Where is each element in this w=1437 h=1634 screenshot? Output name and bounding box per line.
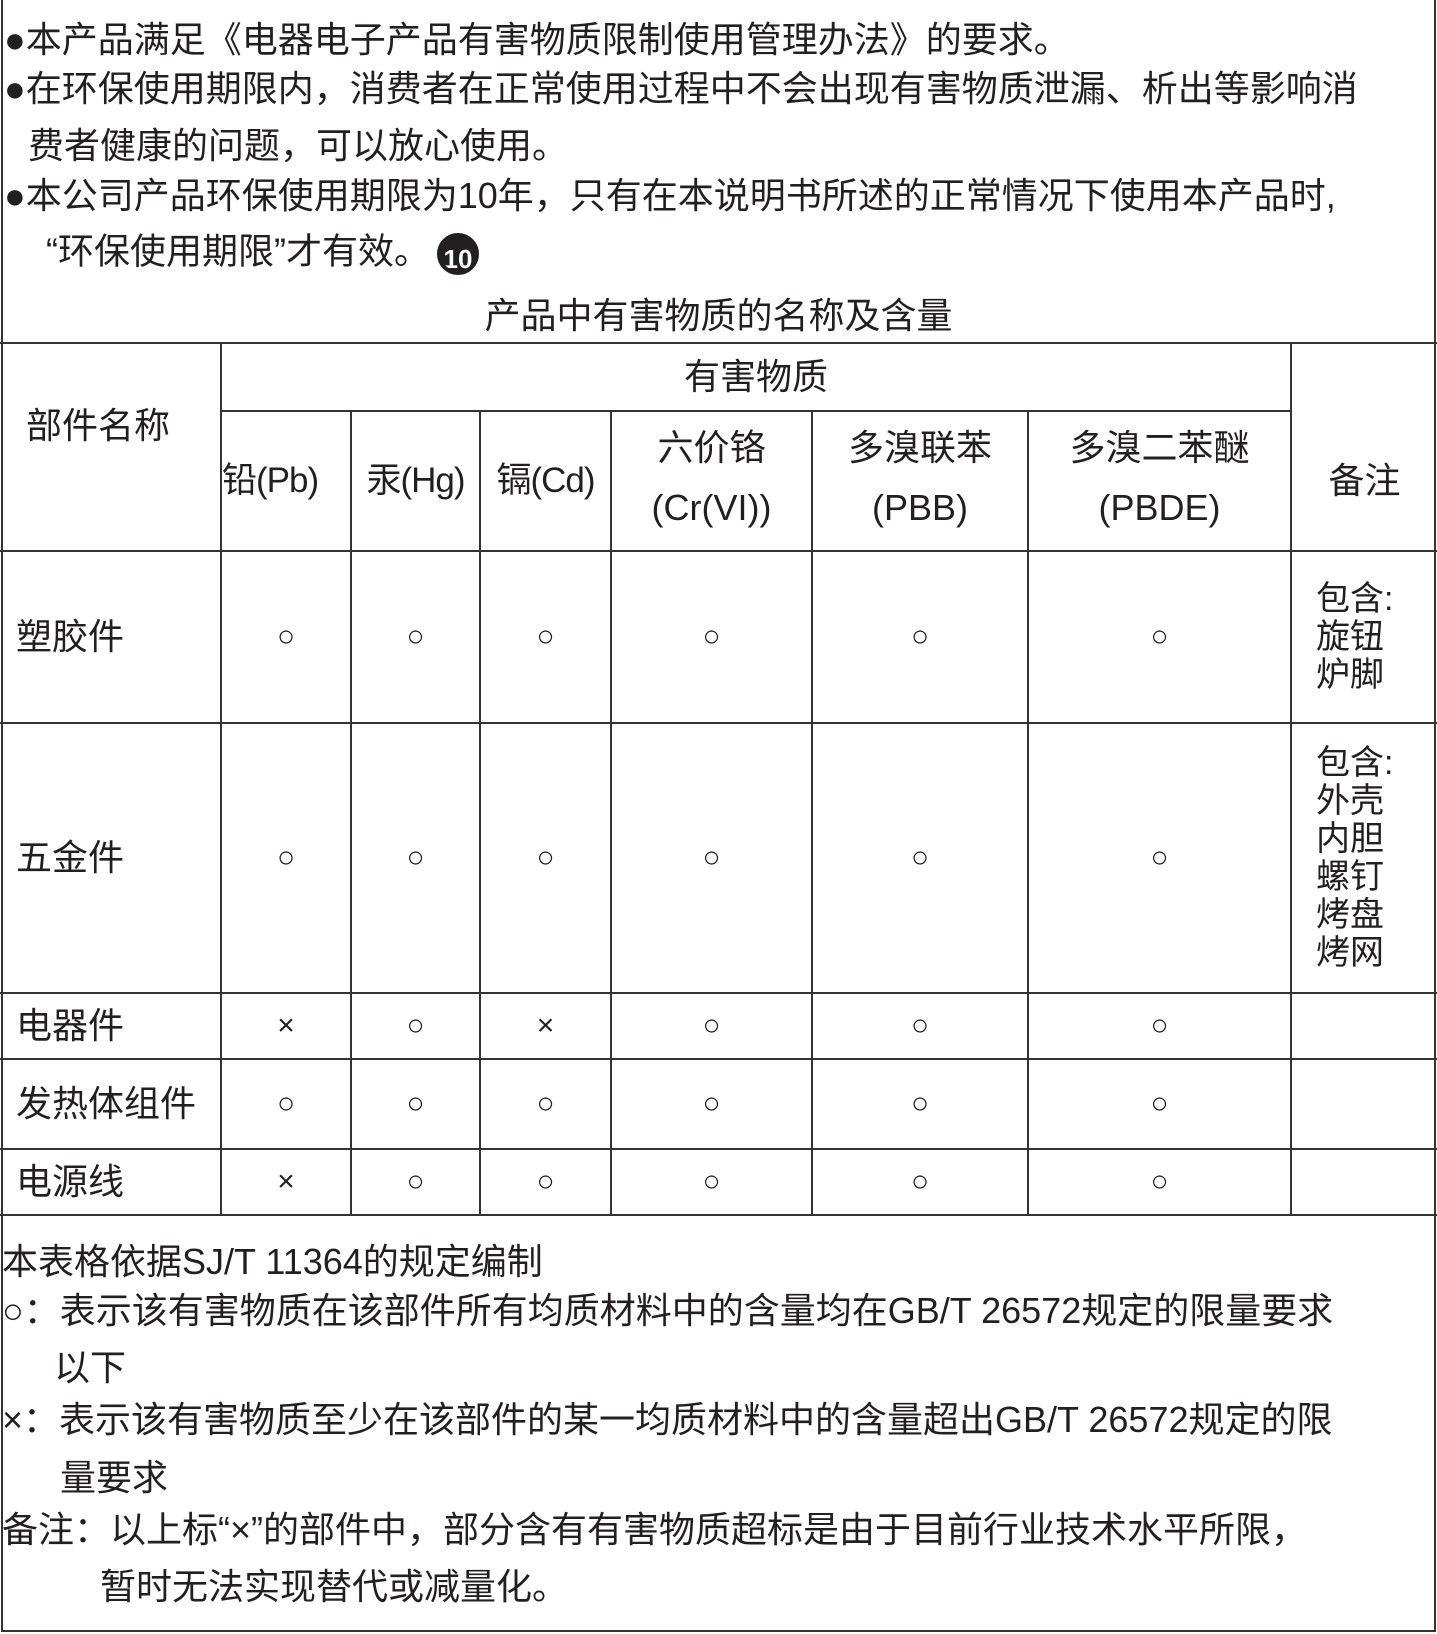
- note-line: 包含:: [1316, 744, 1394, 782]
- note-cell: 包含: 旋钮 炉脚: [1290, 550, 1437, 724]
- intro-line-2b: 费者健康的问题，可以放心使用。: [28, 125, 569, 166]
- note-line: 旋钮: [1316, 618, 1385, 656]
- compliant-mark: ○: [811, 1148, 1029, 1216]
- note-line: 烤网: [1316, 934, 1385, 972]
- intro-line-3b-wrap: “环保使用期限”才有效。 10: [46, 228, 484, 280]
- table-row: 发热体组件 ○ ○ ○ ○ ○ ○: [0, 1058, 1437, 1150]
- substance-symbol: (PBB): [871, 487, 968, 528]
- footer-line-3b: 量要求: [60, 1457, 169, 1498]
- note-line: 螺钉: [1316, 858, 1385, 896]
- substance-symbol: (PBDE): [1098, 487, 1221, 528]
- table-row: 五金件 ○ ○ ○ ○ ○ ○ 包含: 外壳 内胆 螺钉 烤盘 烤网: [0, 722, 1437, 994]
- part-name: 发热体组件: [0, 1058, 222, 1150]
- part-name: 塑胶件: [0, 550, 222, 724]
- intro-line-3b: “环保使用期限”才有效。: [46, 230, 430, 272]
- note-cell: [1290, 1058, 1437, 1150]
- substance-header: 多溴二苯醚 (PBDE): [1026, 410, 1292, 552]
- compliant-mark: ○: [811, 1058, 1029, 1150]
- note-header: 备注: [1290, 342, 1437, 552]
- substance-name: 六价铬: [657, 427, 766, 468]
- compliant-mark: ○: [1026, 1058, 1293, 1150]
- substance-header: 多溴联苯 (PBB): [811, 410, 1029, 552]
- table-row: 电源线 × ○ ○ ○ ○ ○: [0, 1148, 1437, 1216]
- note-cell: 包含: 外壳 内胆 螺钉 烤盘 烤网: [1290, 722, 1437, 994]
- compliant-mark: ○: [350, 722, 481, 994]
- compliant-mark: ○: [811, 722, 1029, 994]
- part-name: 电源线: [0, 1148, 222, 1216]
- compliant-mark: ○: [350, 1148, 481, 1216]
- exceeds-mark: ×: [220, 1148, 352, 1216]
- eco-period-10-icon: 10: [431, 228, 484, 280]
- substance-header: 六价铬 (Cr(VI)): [610, 410, 813, 552]
- compliant-mark: ○: [811, 550, 1029, 724]
- substance-name: 汞(Hg): [366, 461, 465, 500]
- table-row: 塑胶件 ○ ○ ○ ○ ○ ○ 包含: 旋钮 炉脚: [0, 550, 1437, 724]
- footer-line-2a: ○：表示该有害物质在该部件所有均质材料中的含量均在GB/T 26572规定的限量…: [2, 1290, 1334, 1331]
- part-name: 五金件: [0, 722, 222, 994]
- substance-header: 铅(Pb): [221, 410, 352, 552]
- compliant-mark: ○: [350, 992, 481, 1060]
- exceeds-mark: ×: [220, 992, 352, 1060]
- compliant-mark: ○: [811, 992, 1029, 1060]
- hazardous-substance-table: 部件名称 有害物质 备注 铅(Pb) 汞(Hg) 镉(Cd) 六价铬 (Cr(VI)) 多…: [0, 342, 1437, 1216]
- intro-line-2a: ●在环保使用期限内，消费者在正常使用过程中不会出现有害物质泄漏、析出等影响消: [4, 68, 1358, 109]
- compliant-mark: ○: [1026, 1148, 1293, 1216]
- footer-line-4a: 备注：以上标“×”的部件中，部分含有有害物质超标是由于目前行业技术水平所限，: [2, 1509, 1308, 1550]
- compliant-mark: ○: [479, 550, 612, 724]
- footer-line-3a: ×：表示该有害物质至少在该部件的某一均质材料中的含量超出GB/T 26572规定…: [2, 1399, 1333, 1440]
- compliant-mark: ○: [1026, 992, 1293, 1060]
- compliant-mark: ○: [610, 1148, 813, 1216]
- part-name-header: 部件名称: [0, 342, 222, 552]
- note-line: 内胆: [1316, 820, 1385, 858]
- intro-line-3a: ●本公司产品环保使用期限为10年，只有在本说明书所述的正常情况下使用本产品时,: [4, 175, 1336, 216]
- note-cell: [1290, 1148, 1437, 1216]
- compliant-mark: ○: [1026, 550, 1293, 724]
- note-line: 包含:: [1316, 580, 1394, 618]
- note-line: 外壳: [1316, 782, 1385, 820]
- note-cell: [1290, 992, 1437, 1060]
- compliant-mark: ○: [479, 722, 612, 994]
- note-line: 炉脚: [1316, 656, 1385, 694]
- intro-line-1: ●本产品满足《电器电子产品有害物质限制使用管理办法》的要求。: [4, 19, 1070, 60]
- exceeds-mark: ×: [479, 992, 612, 1060]
- compliant-mark: ○: [1026, 722, 1293, 994]
- compliant-mark: ○: [350, 1058, 481, 1150]
- compliant-mark: ○: [479, 1148, 612, 1216]
- compliant-mark: ○: [220, 722, 352, 994]
- substance-name: 铅(Pb): [222, 461, 319, 500]
- footer-line-1: 本表格依据SJ/T 11364的规定编制: [2, 1241, 543, 1282]
- footer-line-4b: 暂时无法实现替代或减量化。: [100, 1566, 569, 1607]
- table-title: 产品中有害物质的名称及含量: [484, 295, 953, 336]
- table-row: 电器件 × ○ × ○ ○ ○: [0, 992, 1437, 1060]
- compliant-mark: ○: [479, 1058, 612, 1150]
- compliant-mark: ○: [610, 992, 813, 1060]
- compliant-mark: ○: [350, 550, 481, 724]
- footer-line-2b: 以下: [54, 1347, 127, 1388]
- part-name: 电器件: [0, 992, 222, 1060]
- substance-header: 汞(Hg): [350, 410, 481, 552]
- substance-name: 镉(Cd): [496, 461, 595, 500]
- compliant-mark: ○: [610, 1058, 813, 1150]
- substance-name: 多溴二苯醚: [1069, 427, 1250, 468]
- substance-name: 多溴联苯: [847, 427, 992, 468]
- substance-group-header: 有害物质: [219, 342, 1293, 412]
- note-line: 烤盘: [1316, 896, 1385, 934]
- compliant-mark: ○: [610, 550, 813, 724]
- compliant-mark: ○: [610, 722, 813, 994]
- compliant-mark: ○: [220, 1058, 352, 1150]
- substance-header: 镉(Cd): [479, 410, 612, 552]
- compliant-mark: ○: [220, 550, 352, 724]
- substance-symbol: (Cr(VI)): [651, 487, 772, 528]
